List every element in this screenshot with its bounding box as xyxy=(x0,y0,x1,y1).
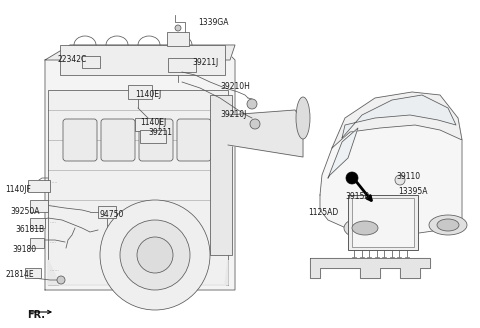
Bar xyxy=(82,56,100,68)
Ellipse shape xyxy=(429,215,467,235)
Bar xyxy=(48,90,228,285)
Text: 1140JF: 1140JF xyxy=(5,185,31,194)
Bar xyxy=(30,200,48,212)
Polygon shape xyxy=(332,92,462,148)
Circle shape xyxy=(100,200,210,310)
Text: 1140EJ: 1140EJ xyxy=(140,118,166,127)
Bar xyxy=(352,198,414,247)
Text: 39211J: 39211J xyxy=(192,58,218,67)
Polygon shape xyxy=(48,260,228,285)
Text: 39210J: 39210J xyxy=(220,110,246,119)
Bar xyxy=(128,85,152,99)
Bar xyxy=(348,195,418,250)
FancyBboxPatch shape xyxy=(139,119,173,161)
Ellipse shape xyxy=(344,217,386,239)
Text: 13395A: 13395A xyxy=(398,187,428,196)
Bar xyxy=(135,118,159,131)
Circle shape xyxy=(175,25,181,31)
FancyBboxPatch shape xyxy=(63,119,97,161)
Bar xyxy=(25,268,41,278)
Polygon shape xyxy=(310,258,430,278)
Text: 21814E: 21814E xyxy=(6,270,35,279)
Text: 1339GA: 1339GA xyxy=(198,18,228,27)
Circle shape xyxy=(57,276,65,284)
Text: 39180: 39180 xyxy=(12,245,36,254)
Polygon shape xyxy=(320,95,462,235)
Text: 39210H: 39210H xyxy=(220,82,250,91)
Circle shape xyxy=(120,220,190,290)
Bar xyxy=(168,58,196,72)
Text: 39110: 39110 xyxy=(396,172,420,181)
Circle shape xyxy=(346,172,358,184)
Bar xyxy=(28,180,50,192)
Bar xyxy=(30,218,45,228)
Text: 39211: 39211 xyxy=(148,128,172,137)
Bar xyxy=(140,130,166,143)
Circle shape xyxy=(250,119,260,129)
Text: 39150: 39150 xyxy=(345,192,369,201)
Text: 39250A: 39250A xyxy=(10,207,39,216)
Text: 22342C: 22342C xyxy=(57,55,86,64)
FancyBboxPatch shape xyxy=(101,119,135,161)
Ellipse shape xyxy=(437,219,459,231)
Text: 36181B: 36181B xyxy=(15,225,44,234)
Polygon shape xyxy=(45,45,235,290)
Text: 1140EJ: 1140EJ xyxy=(135,90,161,99)
Circle shape xyxy=(395,175,405,185)
Bar xyxy=(210,95,232,255)
Bar xyxy=(60,45,225,75)
Bar xyxy=(98,206,116,218)
Polygon shape xyxy=(228,110,303,157)
Polygon shape xyxy=(328,128,358,178)
Ellipse shape xyxy=(296,97,310,139)
Text: 94750: 94750 xyxy=(100,210,124,219)
Ellipse shape xyxy=(352,221,378,235)
Bar xyxy=(30,238,44,248)
Text: FR.: FR. xyxy=(27,310,45,320)
Polygon shape xyxy=(45,45,235,60)
Polygon shape xyxy=(342,95,456,138)
Text: 1125AD: 1125AD xyxy=(308,208,338,217)
Circle shape xyxy=(137,237,173,273)
Bar xyxy=(167,32,189,46)
Circle shape xyxy=(247,99,257,109)
FancyBboxPatch shape xyxy=(177,119,211,161)
